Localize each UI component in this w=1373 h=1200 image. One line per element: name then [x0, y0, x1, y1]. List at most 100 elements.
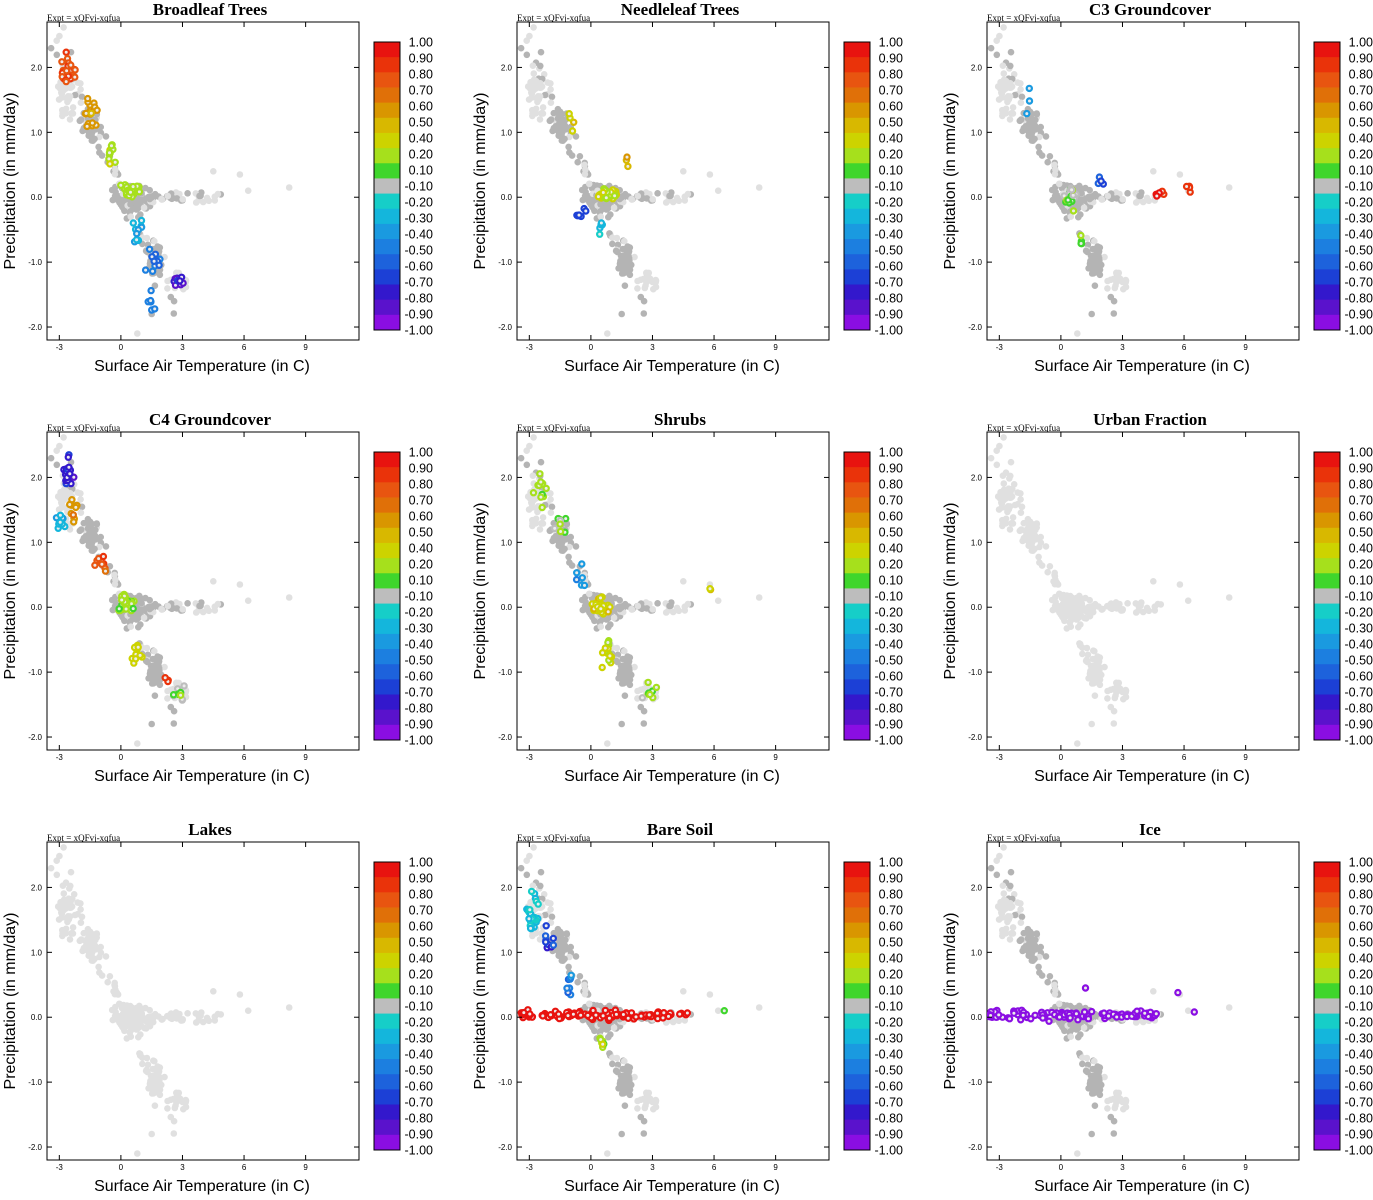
colorbar-label: 0.20 — [1349, 148, 1373, 162]
gray-point — [151, 692, 159, 699]
colorbar-swatch — [374, 72, 400, 88]
gray-point — [1104, 1105, 1111, 1112]
gray-point — [634, 1097, 641, 1105]
gray-point — [88, 520, 96, 528]
gray-point — [59, 932, 66, 940]
colorbar-swatch — [374, 452, 400, 468]
colorbar-label: -0.40 — [405, 228, 434, 242]
gray-point — [1104, 1097, 1111, 1105]
gray-point — [236, 581, 244, 588]
colorbar-label: 0.10 — [879, 984, 903, 998]
gray-point — [170, 297, 178, 305]
gray-point — [536, 116, 544, 123]
x-axis-label: Surface Air Temperature (in C) — [564, 358, 780, 375]
colored-point — [623, 153, 631, 161]
gray-point — [539, 104, 547, 111]
gray-point — [1000, 434, 1007, 441]
gray-point — [547, 86, 554, 93]
gray-point — [631, 1073, 638, 1081]
gray-point — [645, 269, 653, 277]
colored-point — [117, 181, 125, 189]
gray-point — [97, 943, 104, 951]
colored-point — [580, 581, 589, 590]
gray-point — [59, 882, 67, 889]
colorbar-swatch — [374, 284, 400, 301]
colorbar-label: 0.40 — [409, 542, 433, 556]
gray-point — [620, 1089, 627, 1097]
gray-point — [574, 978, 581, 986]
colorbar-swatch — [1314, 102, 1340, 119]
plot-frame — [986, 21, 1300, 341]
gray-point — [613, 234, 621, 242]
gray-point — [1150, 168, 1157, 175]
gray-point — [550, 109, 558, 117]
gray-point — [77, 86, 84, 93]
colored-point — [604, 608, 612, 616]
colorbar-label: 0.40 — [409, 132, 433, 146]
gray-point — [71, 91, 79, 99]
colorbar-label: 1.00 — [1349, 36, 1373, 50]
gray-point — [1154, 600, 1162, 608]
gray-point — [1078, 189, 1085, 197]
colorbar-label: 0.20 — [879, 148, 903, 162]
colored-point — [91, 561, 99, 569]
colorbar-label: -0.50 — [405, 244, 434, 258]
gray-point — [1042, 953, 1050, 960]
colorbar-label: 0.80 — [409, 68, 433, 82]
gray-point — [78, 913, 86, 921]
colored-point — [664, 1012, 673, 1021]
colorbar-label: 0.70 — [879, 494, 903, 508]
colorbar-label: -0.60 — [875, 260, 904, 274]
gray-point — [755, 594, 763, 601]
gray-point — [517, 44, 525, 52]
colorbar-swatch — [374, 482, 400, 498]
gray-point — [537, 882, 544, 890]
gray-point — [576, 973, 584, 980]
colorbar-swatch — [374, 922, 400, 939]
colored-point — [1023, 109, 1031, 118]
colorbar-swatch — [844, 482, 870, 498]
gray-point — [613, 644, 621, 652]
gray-point — [214, 190, 222, 198]
gray-point — [541, 91, 549, 99]
colorbar-swatch — [374, 618, 400, 635]
gray-point — [684, 600, 692, 608]
gray-point — [1098, 605, 1105, 613]
y-axis-label: Precipitation (in mm/day) — [472, 503, 489, 680]
colored-point — [98, 560, 106, 568]
gray-point — [610, 1024, 618, 1031]
expt-label: Expt = xQFvj-xqfua — [987, 833, 1060, 843]
gray-point — [1113, 195, 1121, 202]
colorbar-swatch — [844, 102, 870, 119]
y-tick-label: 1.0 — [501, 948, 513, 957]
gray-point — [1067, 1021, 1074, 1028]
gray-point — [539, 514, 547, 521]
colorbar-label: -0.60 — [875, 670, 904, 684]
colorbar-label: -0.90 — [875, 1128, 904, 1142]
x-tick-label: 6 — [1182, 753, 1187, 762]
gray-point — [60, 24, 67, 31]
gray-point — [170, 1117, 178, 1125]
colorbar-label: 0.70 — [1349, 84, 1373, 98]
colorbar-swatch — [374, 558, 400, 574]
gray-point — [649, 196, 656, 203]
colored-point — [527, 887, 536, 896]
colorbar-swatch — [1314, 649, 1340, 665]
colorbar-label: 0.20 — [409, 148, 433, 162]
gray-point — [1077, 621, 1084, 628]
colorbar-swatch — [844, 679, 870, 696]
gray-point — [610, 614, 618, 621]
gray-point — [59, 112, 66, 120]
gray-point — [1057, 611, 1065, 618]
colorbar-swatch — [844, 527, 870, 544]
gray-point — [631, 253, 638, 261]
colorbar-swatch — [1314, 87, 1340, 104]
gray-point — [1002, 81, 1009, 89]
gray-point — [581, 170, 589, 178]
gray-point — [1083, 644, 1091, 652]
colored-point — [572, 575, 581, 584]
colored-point — [88, 119, 97, 127]
panel-title: Shrubs — [654, 410, 706, 429]
gray-point — [1046, 973, 1054, 980]
